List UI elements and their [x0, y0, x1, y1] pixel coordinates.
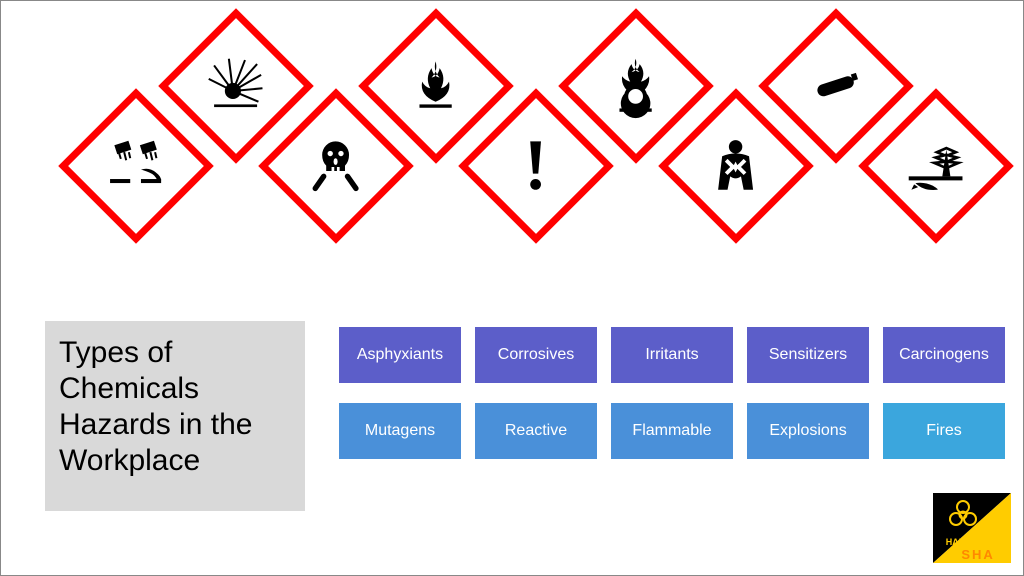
- tag-corrosives: Corrosives: [475, 327, 597, 383]
- logo-line1: HAZWOPER: [946, 537, 999, 547]
- hazwoper-osha-logo: HAZWOPER OSHA: [933, 493, 1011, 563]
- tag-reactive: Reactive: [475, 403, 597, 459]
- bottom-section: Types of Chemicals Hazards in the Workpl…: [1, 321, 1023, 511]
- title-card: Types of Chemicals Hazards in the Workpl…: [45, 321, 305, 511]
- tag-sensitizers: Sensitizers: [747, 327, 869, 383]
- tag-flammable: Flammable: [611, 403, 733, 459]
- tag-explosions: Explosions: [747, 403, 869, 459]
- svg-text:OSHA: OSHA: [949, 547, 995, 562]
- hazard-type-grid: Asphyxiants Corrosives Irritants Sensiti…: [339, 321, 1005, 511]
- tag-carcinogens: Carcinogens: [883, 327, 1005, 383]
- tag-irritants: Irritants: [611, 327, 733, 383]
- tag-fires: Fires: [883, 403, 1005, 459]
- tag-mutagens: Mutagens: [339, 403, 461, 459]
- tag-asphyxiants: Asphyxiants: [339, 327, 461, 383]
- ghs-pictogram-row: [1, 1, 1023, 261]
